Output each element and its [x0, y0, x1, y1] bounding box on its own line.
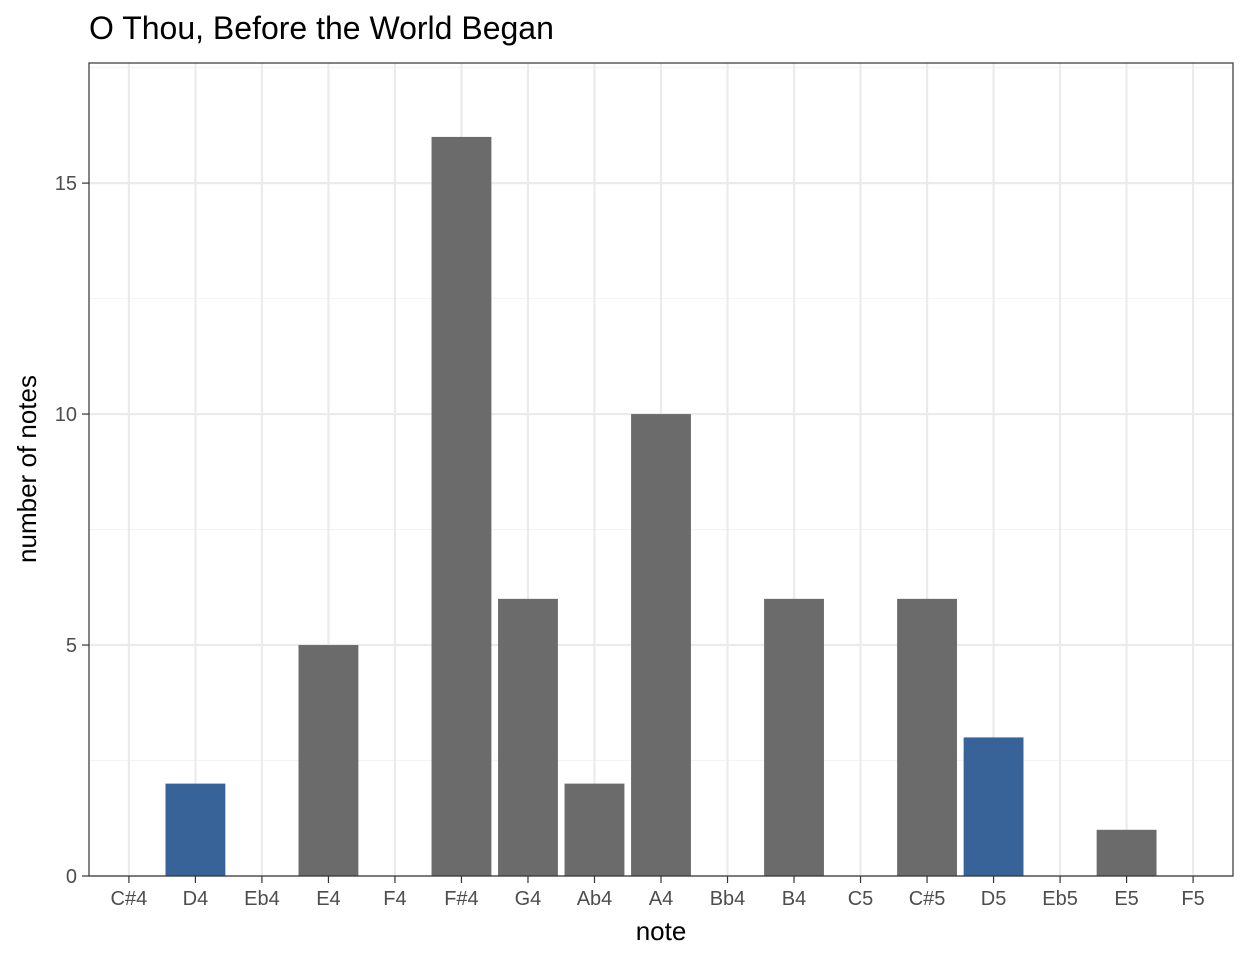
- x-tick-label-C#5: C#5: [909, 888, 946, 910]
- bar-E4: [298, 645, 359, 876]
- bar-D4: [165, 783, 226, 876]
- bar-F#4: [431, 136, 492, 877]
- bar-G4: [498, 598, 558, 876]
- bar-D5: [963, 737, 1024, 876]
- y-tick-label: 5: [66, 635, 77, 657]
- x-axis-label: note: [636, 916, 687, 946]
- x-tick-label-Ab4: Ab4: [577, 888, 613, 910]
- x-tick-label-F#4: F#4: [444, 888, 478, 910]
- x-tick-label-B4: B4: [782, 888, 806, 910]
- y-axis: 0 5 10 15: [55, 173, 89, 888]
- bar-C#5: [897, 598, 957, 876]
- x-axis: C#4 D4 Eb4 E4 F4 F#4 G4 Ab4 A4 Bb4 B4 C5 C#5 D5 Eb5 E5 F…: [111, 876, 1205, 910]
- x-tick-label-C5: C5: [848, 888, 874, 910]
- y-axis-label: number of notes: [12, 375, 42, 563]
- y-tick-label: 0: [66, 866, 77, 888]
- bar-E5: [1096, 829, 1157, 876]
- x-tick-label-G4: G4: [515, 888, 542, 910]
- x-tick-label-Eb5: Eb5: [1042, 888, 1078, 910]
- x-tick-label-A4: A4: [649, 888, 673, 910]
- y-tick-label: 10: [55, 404, 77, 426]
- bar-A4: [631, 414, 691, 876]
- x-tick-label-C#4: C#4: [111, 888, 148, 910]
- bar-layer: [165, 136, 1157, 877]
- chart-title: O Thou, Before the World Began: [89, 10, 554, 46]
- x-tick-label-D4: D4: [183, 888, 209, 910]
- x-tick-label-D5: D5: [981, 888, 1007, 910]
- x-tick-label-F4: F4: [383, 888, 406, 910]
- bar-B4: [764, 598, 824, 876]
- x-tick-label-Bb4: Bb4: [710, 888, 746, 910]
- x-tick-label-E4: E4: [316, 888, 340, 910]
- x-tick-label-F5: F5: [1181, 888, 1204, 910]
- x-tick-label-Eb4: Eb4: [244, 888, 280, 910]
- bar-Ab4: [564, 783, 625, 876]
- x-tick-label-E5: E5: [1114, 888, 1138, 910]
- y-tick-label: 15: [55, 173, 77, 195]
